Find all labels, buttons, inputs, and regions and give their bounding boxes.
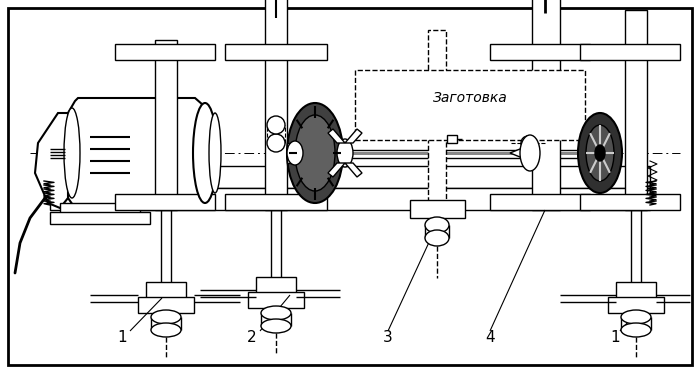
Text: 1: 1 [117, 330, 127, 345]
Ellipse shape [209, 113, 221, 193]
Polygon shape [328, 163, 345, 177]
Bar [50, 188, 650, 210]
Bar [616, 282, 656, 298]
Ellipse shape [425, 230, 449, 246]
Ellipse shape [578, 113, 622, 193]
Bar [287, 143, 303, 163]
Bar [265, 0, 287, 210]
Bar [428, 30, 446, 210]
Ellipse shape [64, 108, 80, 198]
Bar [138, 297, 194, 313]
Ellipse shape [595, 145, 605, 161]
Bar [256, 277, 296, 293]
Ellipse shape [287, 141, 303, 165]
Ellipse shape [425, 217, 449, 233]
Ellipse shape [337, 139, 353, 167]
Polygon shape [35, 113, 68, 208]
Bar [155, 40, 177, 210]
Bar [350, 152, 580, 155]
Polygon shape [328, 129, 345, 143]
Ellipse shape [267, 116, 285, 134]
Bar [146, 282, 186, 298]
Bar [490, 44, 590, 60]
Ellipse shape [267, 134, 285, 152]
Bar [60, 203, 140, 215]
Ellipse shape [261, 306, 291, 320]
Ellipse shape [295, 115, 335, 191]
Bar [625, 10, 647, 210]
Text: 4: 4 [485, 330, 495, 345]
Ellipse shape [621, 323, 651, 337]
Ellipse shape [151, 310, 181, 324]
Bar [532, 0, 560, 210]
Bar [225, 194, 327, 210]
Text: 2: 2 [247, 330, 257, 345]
Bar [490, 194, 590, 210]
Polygon shape [68, 98, 210, 208]
Ellipse shape [193, 103, 217, 203]
Text: 1: 1 [610, 330, 620, 345]
Polygon shape [510, 145, 530, 161]
Text: 3: 3 [383, 330, 393, 345]
Polygon shape [345, 163, 362, 177]
Ellipse shape [621, 310, 651, 324]
Bar [355, 70, 585, 140]
Bar [115, 194, 215, 210]
Bar [580, 194, 680, 210]
Bar [50, 166, 650, 188]
Ellipse shape [520, 135, 540, 171]
Bar [410, 200, 465, 218]
Ellipse shape [586, 125, 614, 181]
Bar [580, 44, 680, 60]
Bar [225, 44, 327, 60]
Ellipse shape [261, 319, 291, 333]
Bar [350, 150, 580, 158]
Polygon shape [345, 129, 362, 143]
Ellipse shape [151, 323, 181, 337]
Bar [248, 292, 304, 308]
Ellipse shape [287, 103, 343, 203]
Bar [447, 135, 457, 143]
Text: Заготовка: Заготовка [433, 91, 508, 105]
Ellipse shape [521, 136, 535, 150]
Bar [115, 44, 215, 60]
Bar [608, 297, 664, 313]
Bar [50, 212, 150, 224]
